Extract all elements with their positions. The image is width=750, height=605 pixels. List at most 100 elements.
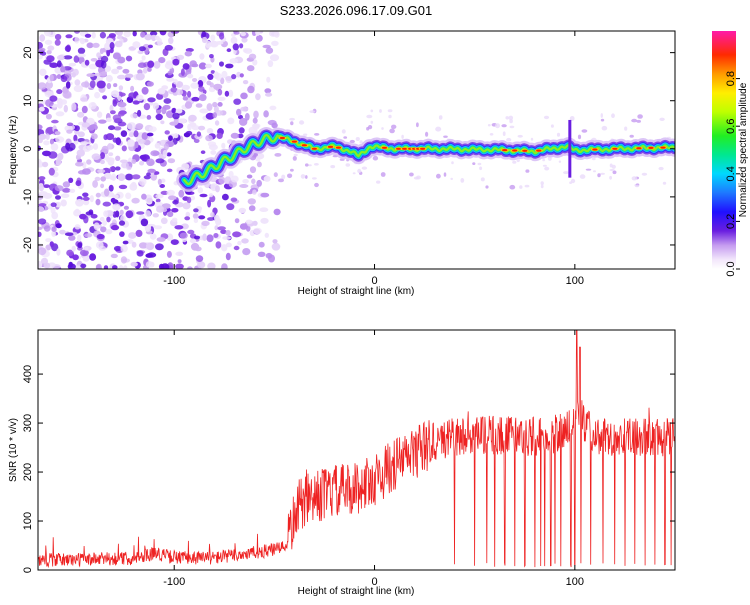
noise-speck: [612, 170, 617, 175]
noise-blob: [89, 80, 96, 88]
noise-blob: [38, 54, 43, 60]
spectrogram-y-label: Frequency (Hz): [8, 116, 19, 185]
noise-blob: [93, 222, 100, 231]
hot-spot: [648, 146, 654, 149]
noise-blob: [60, 193, 70, 198]
noise-blob: [187, 90, 192, 98]
noise-blob: [119, 231, 125, 238]
noise-speck: [343, 136, 348, 139]
noise-blob: [89, 253, 97, 261]
noise-speck: [359, 140, 363, 144]
noise-speck: [357, 168, 362, 174]
noise-blob: [247, 85, 255, 94]
noise-blob: [187, 123, 192, 131]
noise-blob: [133, 130, 139, 138]
noise-blob: [232, 231, 242, 238]
noise-blob: [154, 35, 160, 41]
noise-blob: [76, 149, 86, 157]
noise-blob: [204, 63, 212, 69]
noise-blob: [117, 101, 127, 108]
noise-blob: [38, 226, 43, 231]
noise-blob: [218, 176, 226, 185]
noise-blob: [115, 166, 121, 171]
noise-blob: [54, 131, 61, 136]
colorbar-tick-label: 0.2: [725, 214, 737, 229]
noise-blob: [107, 143, 113, 150]
noise-speck: [508, 115, 514, 121]
noise-blob: [119, 209, 124, 216]
noise-blob: [182, 202, 191, 210]
noise-blob: [206, 103, 213, 112]
noise-blob: [197, 261, 206, 269]
noise-blob: [273, 208, 281, 216]
noise-blob: [66, 122, 74, 127]
hot-spot: [636, 147, 642, 150]
spectrogram-x-tick-label: -100: [163, 275, 185, 287]
noise-blob: [247, 190, 253, 195]
noise-blob: [256, 161, 262, 168]
noise-blob: [131, 174, 141, 180]
noise-speck: [480, 177, 485, 182]
noise-blob: [192, 78, 198, 82]
noise-blob: [75, 180, 82, 187]
noise-blob: [84, 33, 92, 38]
noise-speck: [502, 131, 506, 136]
noise-speck: [355, 137, 360, 141]
colorbar-gradient: [712, 31, 736, 269]
noise-blob: [101, 55, 109, 63]
noise-blob: [242, 80, 249, 85]
noise-blob: [190, 82, 199, 89]
noise-blob: [51, 211, 59, 220]
noise-blob: [105, 117, 112, 123]
noise-blob: [264, 88, 272, 94]
noise-blob: [86, 159, 92, 165]
noise-speck: [292, 156, 297, 161]
noise-blob: [73, 140, 79, 145]
hot-spot: [402, 147, 408, 150]
colorbar-ticks: 0.0 0.2 0.4 0.6 0.8: [725, 71, 740, 277]
noise-blob: [68, 177, 74, 183]
noise-blob: [147, 168, 156, 173]
noise-blob: [163, 98, 172, 104]
snr-x-label: Height of straight line (km): [298, 586, 415, 597]
noise-speck: [289, 117, 295, 121]
noise-blob: [228, 170, 234, 178]
noise-blob: [210, 212, 215, 218]
noise-blob: [44, 39, 53, 45]
noise-blob: [193, 138, 200, 143]
noise-blob: [128, 232, 137, 239]
colorbar-label: Normalized spectral amplitude: [738, 82, 749, 217]
snr-y-tick-label: 200: [22, 463, 34, 481]
noise-speck: [543, 115, 550, 120]
noise-blob: [38, 124, 43, 130]
noise-blob: [221, 142, 226, 149]
noise-blob: [251, 178, 256, 185]
noise-blob: [102, 201, 112, 207]
noise-speck: [416, 122, 419, 128]
noise-blob: [118, 184, 128, 190]
noise-blob: [172, 78, 178, 85]
noise-blob: [55, 201, 62, 208]
noise-blob: [38, 184, 45, 192]
noise-speck: [339, 158, 345, 161]
noise-blob: [125, 55, 133, 62]
noise-blob: [108, 152, 114, 157]
noise-speck: [290, 121, 294, 126]
noise-speck: [611, 164, 616, 169]
noise-blob: [96, 111, 103, 118]
noise-blob: [166, 152, 172, 157]
noise-blob: [103, 210, 109, 217]
noise-blob: [109, 166, 116, 172]
noise-blob: [50, 202, 57, 207]
noise-blob: [105, 133, 115, 141]
colorbar-tick-label: 0.0: [725, 261, 737, 276]
noise-speck: [495, 123, 500, 129]
noise-blob: [43, 192, 53, 199]
noise-blob: [84, 233, 93, 238]
hot-spot: [612, 147, 618, 150]
noise-blob: [121, 145, 127, 152]
noise-blob: [96, 52, 101, 58]
noise-blob: [62, 188, 71, 193]
noise-blob: [125, 173, 134, 181]
noise-blob: [217, 102, 223, 107]
